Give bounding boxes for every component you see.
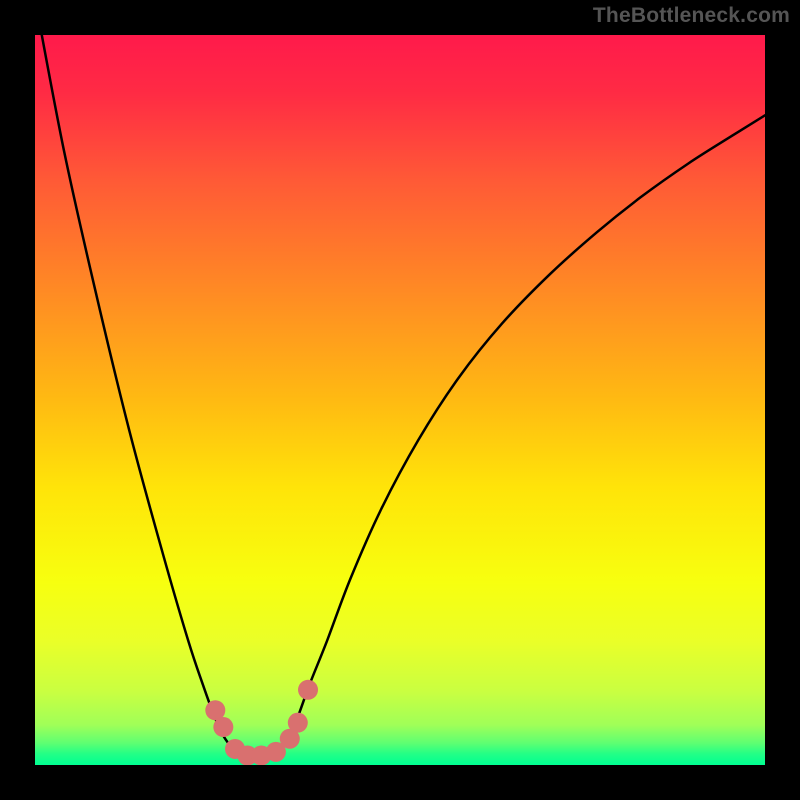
chart-root: TheBottleneck.com xyxy=(0,0,800,800)
curve-marker xyxy=(213,717,233,737)
chart-svg xyxy=(0,0,800,800)
curve-marker xyxy=(288,713,308,733)
watermark-text: TheBottleneck.com xyxy=(593,4,790,28)
plot-background xyxy=(35,35,765,765)
curve-marker xyxy=(298,680,318,700)
